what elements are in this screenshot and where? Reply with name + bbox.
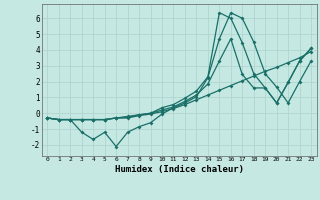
X-axis label: Humidex (Indice chaleur): Humidex (Indice chaleur) xyxy=(115,165,244,174)
